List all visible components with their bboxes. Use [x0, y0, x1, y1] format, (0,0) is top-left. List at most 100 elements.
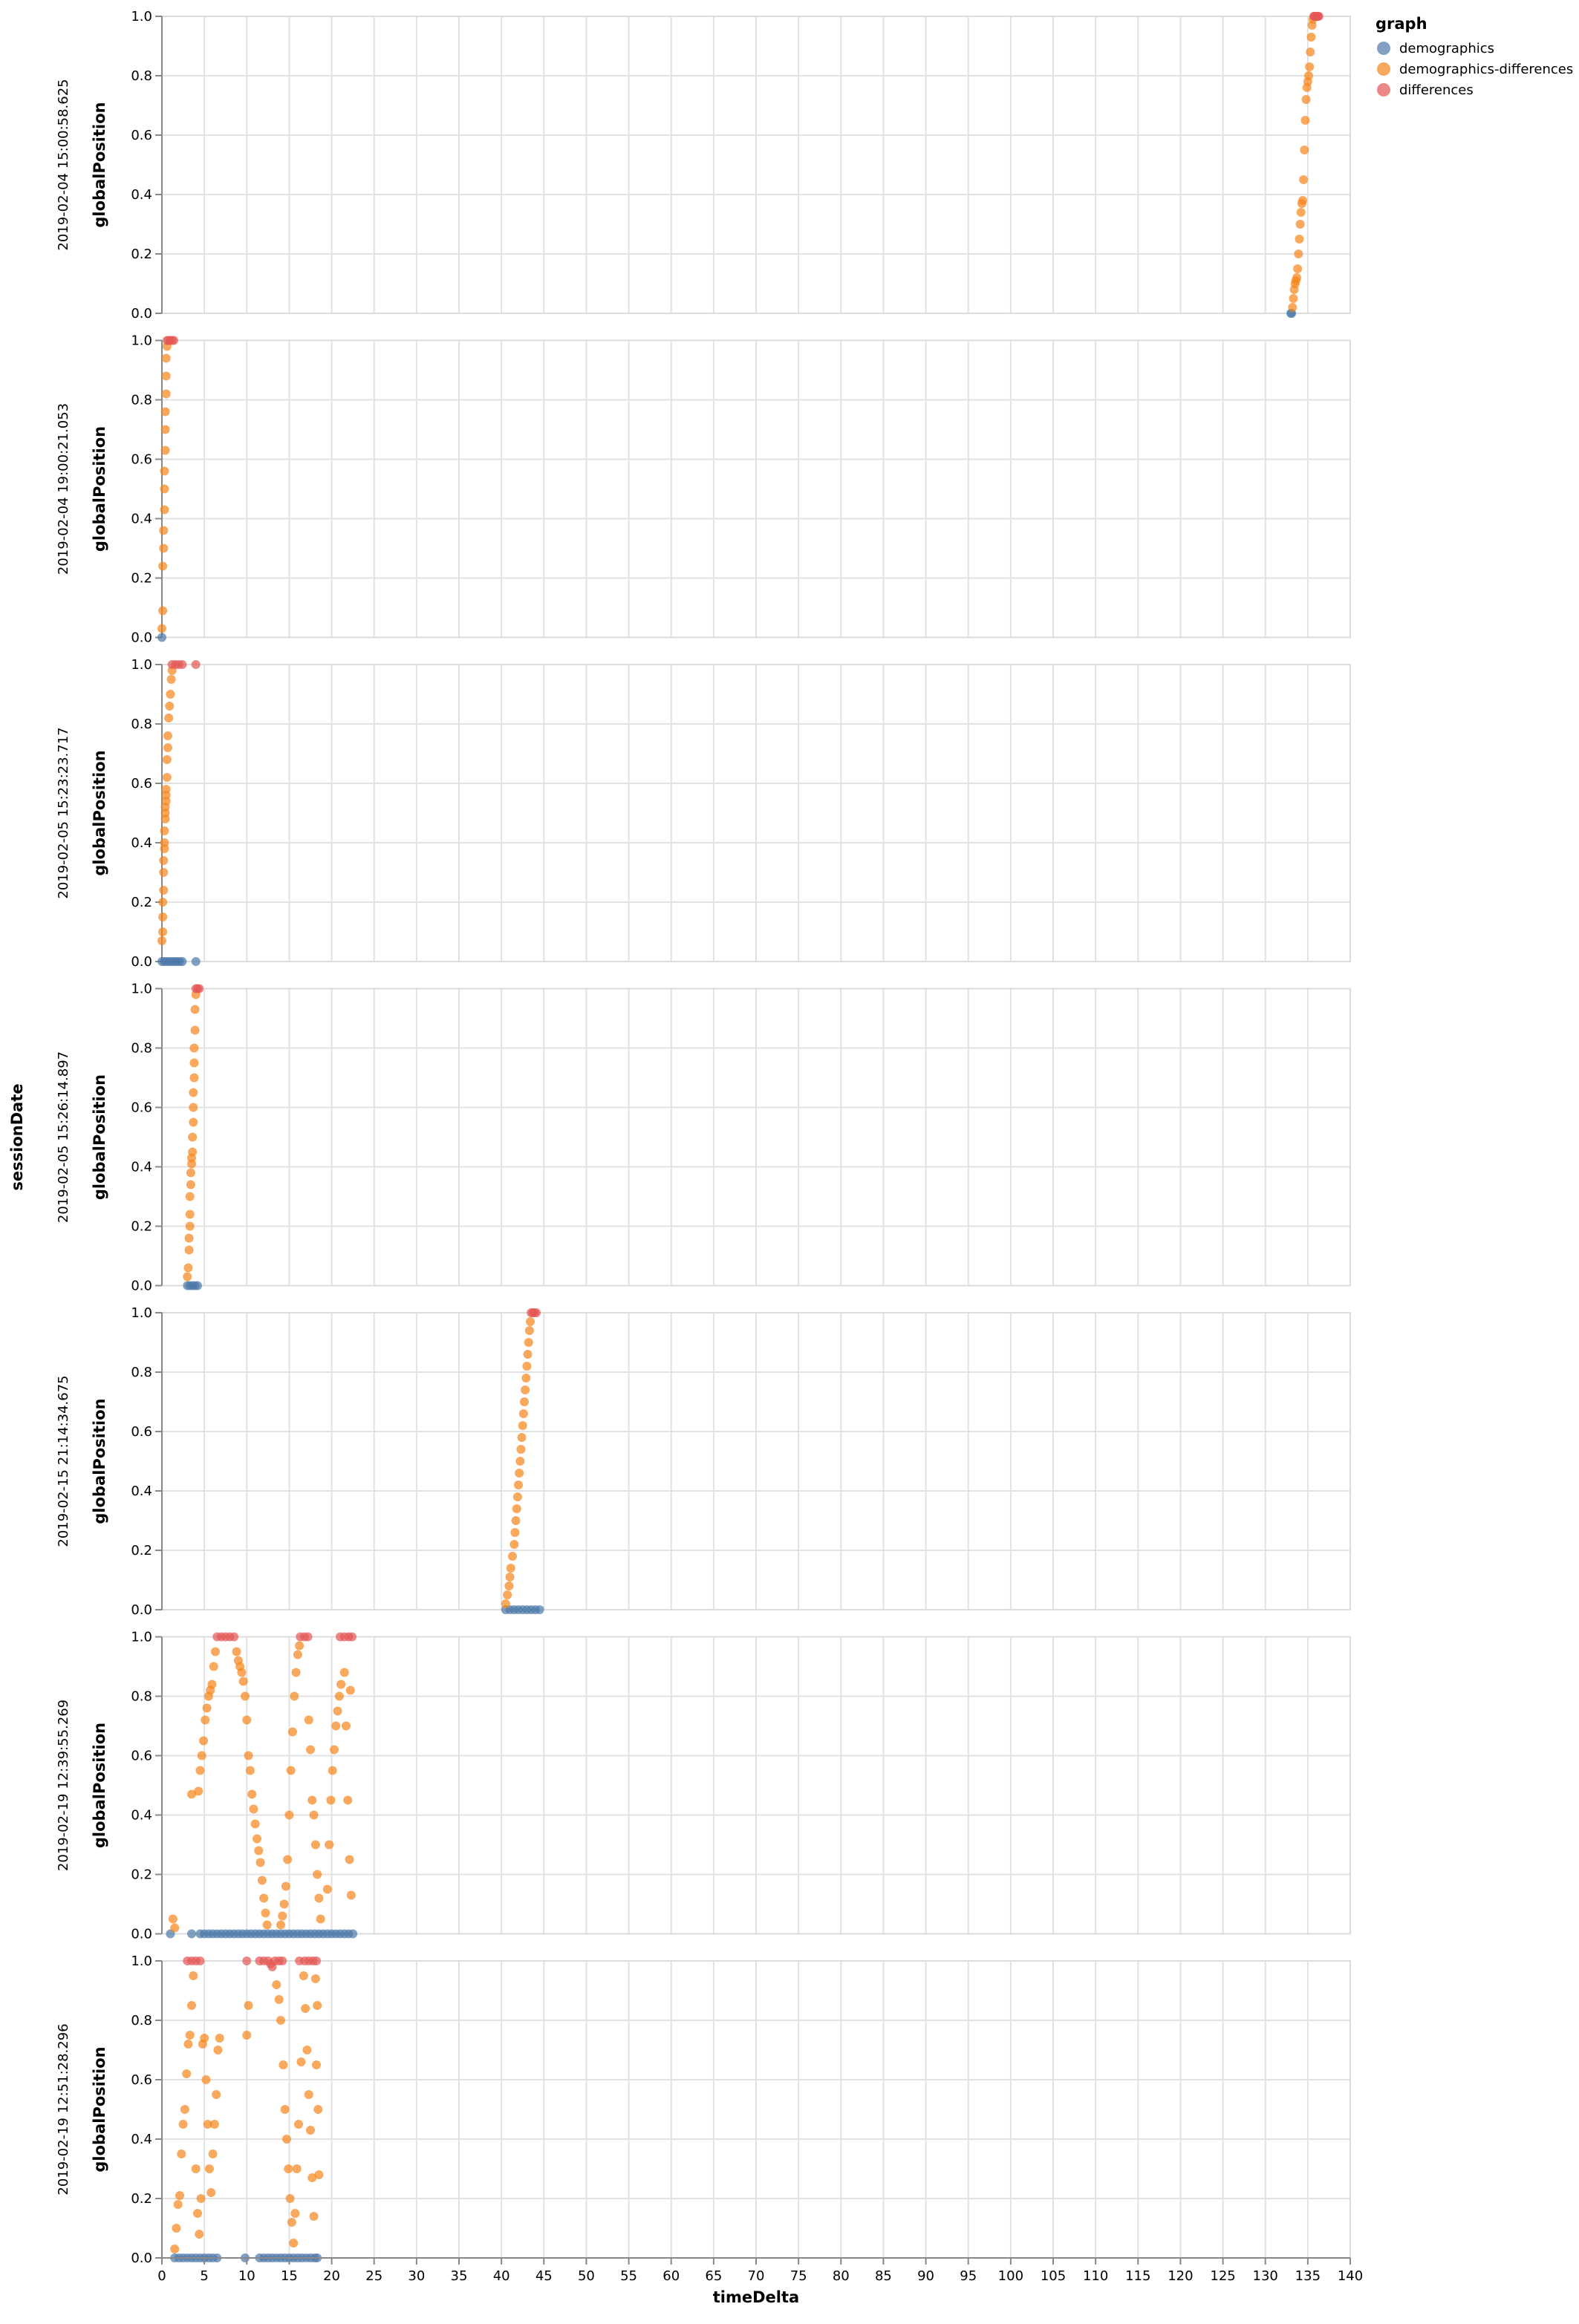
x-tick-label: 20: [323, 2268, 340, 2284]
data-point-differences: [229, 1632, 239, 1642]
data-point-demographics-differences: [190, 1005, 200, 1014]
data-point-demographics-differences: [281, 1881, 290, 1891]
data-point-demographics-differences: [158, 606, 168, 616]
data-point-demographics-differences: [244, 1751, 253, 1760]
data-point-demographics-differences: [189, 1088, 198, 1097]
data-point-demographics-differences: [304, 2090, 313, 2099]
data-point-demographics-differences: [253, 1834, 261, 1844]
y-tick-label: 0.4: [131, 2132, 152, 2147]
data-point-demographics-differences: [310, 1974, 320, 1983]
data-point-demographics-differences: [195, 2230, 204, 2239]
data-point-demographics-differences: [163, 743, 172, 752]
data-point-demographics-differences: [185, 2031, 195, 2040]
data-point-demographics-differences: [1306, 33, 1316, 42]
data-point-demographics-differences: [161, 389, 171, 399]
data-point-demographics-differences: [157, 936, 166, 945]
data-point-demographics-differences: [505, 1573, 515, 1582]
data-point-demographics-differences: [1298, 196, 1307, 205]
x-tick-label: 120: [1168, 2268, 1193, 2284]
data-point-demographics-differences: [1301, 95, 1311, 104]
data-point-differences: [195, 984, 204, 993]
x-tick-label: 5: [200, 2268, 208, 2284]
data-point-demographics-differences: [307, 1795, 317, 1805]
data-point-demographics-differences: [322, 1884, 332, 1894]
data-point-differences: [348, 1632, 357, 1642]
y-tick-label: 0.6: [131, 2072, 152, 2088]
data-point-demographics-differences: [286, 1766, 296, 1775]
data-point-demographics-differences: [241, 1691, 250, 1701]
data-point-demographics-differences: [254, 1846, 264, 1855]
y-tick-label: 0.6: [131, 1749, 152, 1764]
data-point-demographics-differences: [285, 2194, 295, 2203]
data-point-demographics-differences: [524, 1338, 533, 1347]
x-tick-label: 15: [281, 2268, 298, 2284]
y-tick-label: 0.2: [131, 247, 152, 262]
data-point-demographics-differences: [247, 1789, 257, 1799]
x-tick-label: 30: [408, 2268, 425, 2284]
x-tick-label: 90: [917, 2268, 934, 2284]
data-point-demographics-differences: [159, 544, 169, 553]
data-point-demographics-differences: [313, 2001, 322, 2010]
data-point-demographics-differences: [232, 1647, 241, 1656]
data-point-demographics-differences: [185, 1221, 195, 1231]
data-point-demographics-differences: [307, 2173, 317, 2182]
data-point-demographics-differences: [189, 1043, 199, 1053]
y-tick-label: 0.6: [131, 1100, 152, 1116]
y-tick-label: 0.4: [131, 835, 152, 851]
y-tick-label: 0.4: [131, 512, 152, 527]
data-point-demographics-differences: [184, 1245, 194, 1255]
data-point-demographics-differences: [279, 1899, 289, 1909]
facet-label: 2019-02-19 12:51:28.296: [56, 2023, 71, 2195]
data-point-demographics-differences: [290, 1691, 299, 1701]
data-point-demographics-differences: [238, 1677, 248, 1686]
data-point-demographics-differences: [161, 785, 171, 794]
data-point-demographics-differences: [1300, 146, 1309, 154]
data-point-demographics-differences: [504, 1582, 514, 1590]
y-tick-label: 0.4: [131, 187, 152, 203]
y-tick-label: 0.6: [131, 452, 152, 468]
y-axis-title: globalPosition: [91, 1074, 108, 1200]
data-point-differences: [195, 1956, 205, 1965]
x-tick-label: 105: [1041, 2268, 1066, 2284]
data-point-demographics-differences: [314, 2170, 324, 2179]
data-point-demographics-differences: [160, 826, 169, 835]
data-point-demographics-differences: [1299, 175, 1309, 184]
data-point-demographics-differences: [283, 1855, 293, 1864]
data-point-demographics-differences: [189, 1058, 199, 1068]
y-tick-label: 0.2: [131, 2191, 152, 2207]
data-point-demographics-differences: [514, 1481, 523, 1489]
data-point-differences: [178, 660, 187, 669]
x-tick-label: 60: [662, 2268, 680, 2284]
y-tick-label: 0.6: [131, 128, 152, 143]
data-point-demographics-differences: [299, 1971, 308, 1980]
x-tick-label: 40: [493, 2268, 510, 2284]
data-point-demographics-differences: [282, 2135, 291, 2144]
data-point-demographics: [193, 1281, 202, 1290]
data-point-demographics-differences: [510, 1528, 520, 1537]
data-point-demographics-differences: [177, 2150, 186, 2158]
data-point-demographics-differences: [159, 886, 169, 895]
data-point-demographics-differences: [512, 1492, 522, 1501]
x-tick-label: 100: [998, 2268, 1023, 2284]
data-point-demographics-differences: [1293, 264, 1303, 273]
facet-label: 2019-02-04 19:00:21.053: [56, 403, 71, 575]
x-tick-label: 55: [620, 2268, 637, 2284]
data-point-demographics-differences: [165, 702, 175, 711]
data-point-demographics-differences: [292, 2164, 302, 2173]
data-point-demographics-differences: [191, 2164, 201, 2173]
data-point-demographics-differences: [339, 1668, 349, 1677]
legend-swatch-demographics-differences: [1377, 62, 1390, 76]
data-point-demographics-differences: [1294, 249, 1303, 258]
data-point-differences: [191, 660, 201, 669]
data-point-demographics-differences: [325, 1840, 334, 1850]
y-tick-label: 0.0: [131, 1279, 152, 1294]
data-point-demographics-differences: [1304, 71, 1313, 80]
data-point-demographics-differences: [516, 1445, 526, 1454]
facet-label: 2019-02-05 15:23:23.717: [56, 727, 71, 898]
data-point-demographics-differences: [295, 1641, 305, 1651]
data-point-demographics-differences: [166, 690, 175, 699]
data-point-demographics-differences: [274, 1995, 284, 2004]
data-point-demographics-differences: [521, 1385, 530, 1394]
